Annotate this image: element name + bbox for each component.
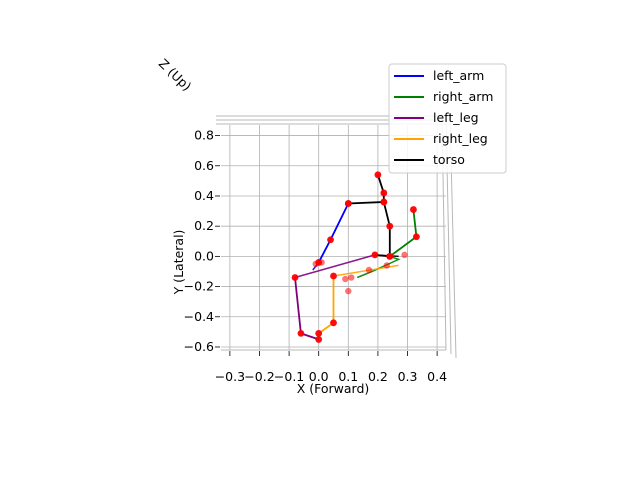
right-leg-legend-label: right_leg bbox=[433, 131, 488, 146]
joint-marker bbox=[330, 272, 337, 280]
joint-marker-far bbox=[342, 275, 349, 283]
joint-marker-far bbox=[348, 274, 355, 281]
x-tick-label: 0.4 bbox=[427, 369, 447, 384]
joint-marker bbox=[315, 336, 323, 343]
y-tick-label: 0.0 bbox=[194, 248, 214, 263]
x-tick-label: −0.2 bbox=[244, 369, 274, 384]
joint-marker bbox=[386, 252, 394, 260]
legend-frame bbox=[388, 63, 507, 174]
x-tick-label: 0.1 bbox=[338, 369, 358, 384]
joint-marker-far bbox=[401, 251, 408, 259]
y-tick-label: −0.4 bbox=[184, 309, 214, 324]
right-arm-line bbox=[389, 209, 418, 258]
joint-marker bbox=[374, 171, 382, 179]
y-tick-label: 0.8 bbox=[194, 128, 214, 143]
joint-marker bbox=[386, 222, 394, 230]
z-axis-label: Z (Up) bbox=[156, 56, 195, 94]
joint-marker bbox=[380, 198, 388, 206]
joints bbox=[291, 171, 420, 343]
joint-marker bbox=[297, 329, 305, 337]
joint-marker bbox=[327, 236, 334, 244]
joint-marker-far bbox=[345, 287, 352, 295]
x-tick-label: −0.1 bbox=[274, 369, 304, 384]
joint-marker bbox=[410, 206, 417, 213]
joint-marker bbox=[412, 233, 420, 241]
torso-legend-label: torso bbox=[433, 152, 465, 167]
joint-marker bbox=[380, 189, 388, 197]
left-leg-legend-label: left_leg bbox=[433, 110, 479, 125]
y-tick-label: 0.4 bbox=[194, 188, 214, 203]
axes: −0.3 −0.2 −0.1 0.0 0.1 0.2 0.3 0.4−0.6−0.4−0.20… bbox=[184, 128, 447, 384]
y-tick-label: 0.2 bbox=[194, 218, 214, 233]
x-tick-label: 0.0 bbox=[309, 369, 329, 384]
secondary-segments bbox=[294, 254, 401, 279]
joint-marker-far bbox=[312, 260, 319, 268]
x-tick-label: 0.2 bbox=[368, 369, 388, 384]
torso-line bbox=[348, 174, 391, 258]
left-arm-line bbox=[317, 203, 350, 263]
x-tick-label: −0.3 bbox=[215, 369, 245, 384]
x-tick-label: 0.3 bbox=[398, 369, 418, 384]
y-tick-label: −0.2 bbox=[184, 279, 214, 294]
y-tick-label: 0.6 bbox=[194, 158, 214, 173]
left-arm-legend-label: left_arm bbox=[433, 68, 484, 83]
joint-marker bbox=[315, 329, 323, 337]
joint-marker bbox=[330, 319, 337, 327]
joint-marker-far bbox=[365, 266, 373, 274]
left-leg-segment bbox=[294, 254, 376, 279]
joint-marker bbox=[371, 251, 379, 259]
joint-marker-far bbox=[318, 259, 325, 266]
y-tick-label: −0.6 bbox=[184, 339, 214, 354]
joint-marker bbox=[291, 274, 299, 281]
joint-marker bbox=[344, 200, 352, 207]
y-axis-label: Y (Lateral) bbox=[171, 230, 186, 296]
x-axis-label: X (Forward) bbox=[297, 381, 370, 396]
right-arm-legend-label: right_arm bbox=[433, 89, 493, 104]
joint-marker-far bbox=[383, 262, 390, 269]
